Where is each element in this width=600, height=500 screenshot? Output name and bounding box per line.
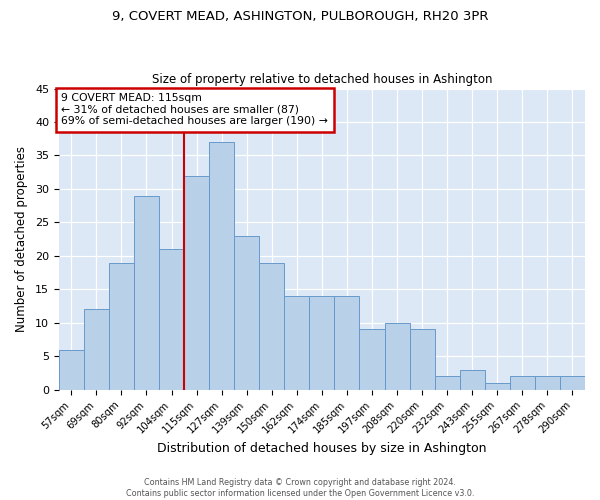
Title: Size of property relative to detached houses in Ashington: Size of property relative to detached ho… bbox=[152, 73, 492, 86]
Bar bbox=[385, 323, 410, 390]
Bar bbox=[460, 370, 485, 390]
Bar bbox=[184, 176, 209, 390]
Bar bbox=[359, 330, 385, 390]
Bar bbox=[310, 296, 334, 390]
Bar bbox=[410, 330, 434, 390]
Bar bbox=[485, 383, 510, 390]
X-axis label: Distribution of detached houses by size in Ashington: Distribution of detached houses by size … bbox=[157, 442, 487, 455]
Text: 9 COVERT MEAD: 115sqm
← 31% of detached houses are smaller (87)
69% of semi-deta: 9 COVERT MEAD: 115sqm ← 31% of detached … bbox=[61, 93, 328, 126]
Bar bbox=[334, 296, 359, 390]
Bar bbox=[259, 262, 284, 390]
Bar bbox=[209, 142, 234, 390]
Bar bbox=[159, 249, 184, 390]
Bar bbox=[84, 310, 109, 390]
Bar bbox=[560, 376, 585, 390]
Bar bbox=[510, 376, 535, 390]
Bar bbox=[234, 236, 259, 390]
Bar bbox=[434, 376, 460, 390]
Text: 9, COVERT MEAD, ASHINGTON, PULBOROUGH, RH20 3PR: 9, COVERT MEAD, ASHINGTON, PULBOROUGH, R… bbox=[112, 10, 488, 23]
Bar bbox=[134, 196, 159, 390]
Text: Contains HM Land Registry data © Crown copyright and database right 2024.
Contai: Contains HM Land Registry data © Crown c… bbox=[126, 478, 474, 498]
Bar bbox=[109, 262, 134, 390]
Bar bbox=[59, 350, 84, 390]
Bar bbox=[535, 376, 560, 390]
Y-axis label: Number of detached properties: Number of detached properties bbox=[15, 146, 28, 332]
Bar bbox=[284, 296, 310, 390]
